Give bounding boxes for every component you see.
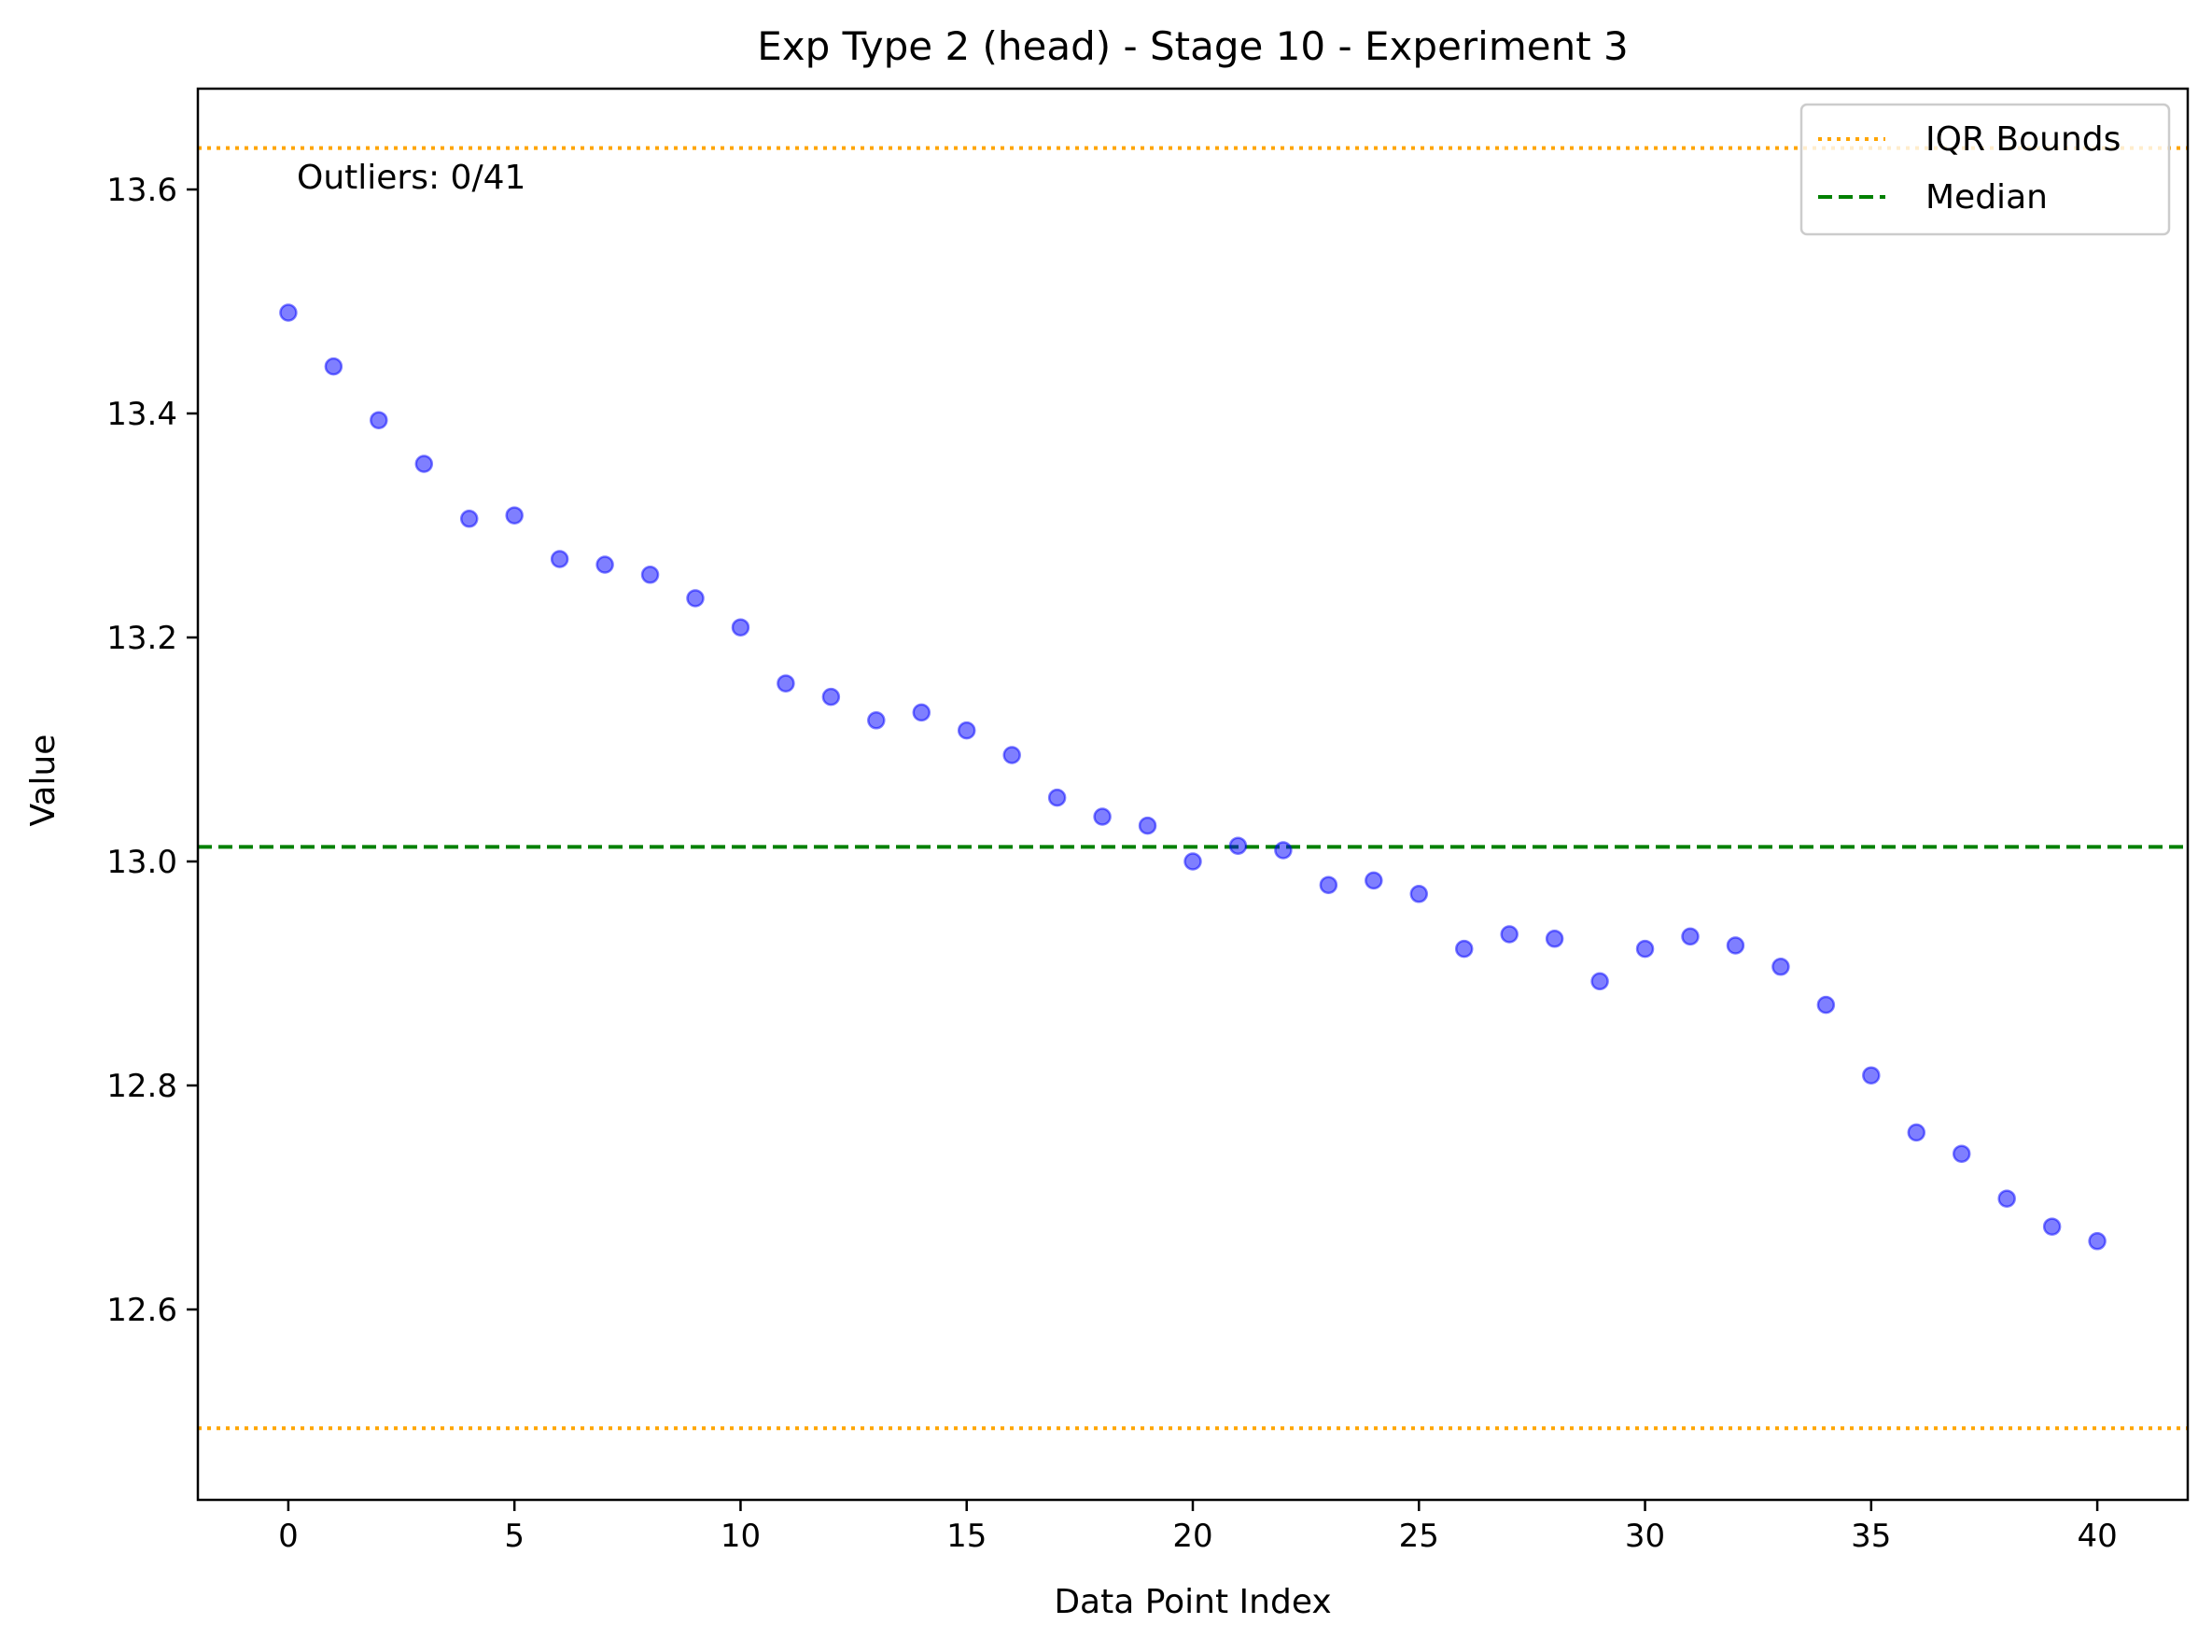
y-tick-label: 12.6 [106,1292,177,1329]
data-point [1047,788,1067,807]
x-tick-label: 40 [2077,1518,2117,1555]
data-point [1365,871,1383,890]
data-point [1093,807,1112,826]
plot-frame [196,87,2190,1502]
data-point [2042,1217,2062,1236]
data-point [414,455,434,473]
legend-box [1799,103,2171,236]
data-point [505,506,524,525]
data-point [2088,1232,2107,1251]
data-point [1726,936,1745,955]
data-point [1500,925,1519,944]
data-point [1138,816,1157,835]
x-tick-label: 25 [1399,1518,1439,1555]
data-point [1228,836,1248,855]
data-point [957,721,976,740]
data-point [1319,875,1338,894]
x-tick-label: 10 [721,1518,761,1555]
axis-ticks: 0 5 10 15 20 25 30 35 40 12.6 12.8 13.0 13.2 13.4 13.6 [106,172,2117,1555]
data-point [1590,972,1609,991]
data-point [731,618,750,637]
x-tick-label: 15 [946,1518,987,1555]
data-point [1635,939,1655,959]
data-point [1183,852,1202,871]
data-point [1545,930,1564,948]
data-point [595,555,614,574]
y-tick-label: 13.0 [106,844,177,881]
data-point [640,566,660,584]
reference-lines [198,146,2188,1431]
outliers-annotation: Outliers: 0/41 [297,159,525,197]
chart-title: Exp Type 2 (head) - Stage 10 - Experimen… [757,23,1629,69]
y-tick-label: 13.6 [106,172,177,209]
legend-iqr-label: IQR Bounds [1925,120,2121,159]
data-point [777,674,795,693]
data-point [821,687,841,707]
x-tick-label: 0 [278,1518,299,1555]
x-axis-label: Data Point Index [1054,1583,1331,1621]
data-point [324,357,343,376]
data-point [1816,995,1836,1015]
x-tick-label: 30 [1625,1518,1665,1555]
data-point [370,411,388,429]
data-point [1907,1123,1926,1142]
data-point [459,510,479,528]
data-points [279,303,2107,1251]
data-point [1771,958,1790,976]
data-point [279,303,298,322]
data-point [867,711,886,730]
data-point [1997,1189,2016,1208]
data-point [1409,885,1429,903]
data-point [550,550,569,568]
data-point [1454,939,1474,959]
data-point [912,703,931,722]
legend-median-label: Median [1925,178,2048,217]
data-point [1274,841,1293,860]
x-tick-label: 35 [1851,1518,1891,1555]
data-point [686,589,705,608]
y-tick-label: 13.2 [106,620,177,657]
data-point [1681,927,1700,946]
x-tick-label: 20 [1172,1518,1212,1555]
y-tick-label: 12.8 [106,1068,177,1105]
data-point [1952,1144,1971,1163]
data-point [1002,746,1021,764]
y-tick-label: 13.4 [106,396,177,433]
y-axis-label: Value [24,735,63,827]
legend: IQR Bounds Median [1799,103,2171,236]
x-tick-label: 5 [504,1518,525,1555]
data-point [1862,1066,1881,1085]
